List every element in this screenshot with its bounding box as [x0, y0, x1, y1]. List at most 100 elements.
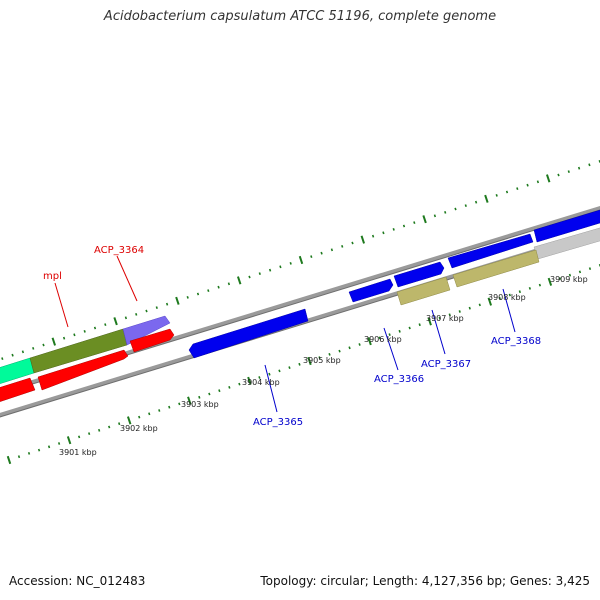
inner-minor-tick [448, 313, 451, 317]
outer-minor-tick [1, 357, 4, 360]
outer-major-tick [236, 276, 242, 285]
gene-blue-outer-3[interactable] [447, 233, 534, 269]
outer-minor-tick [330, 248, 334, 252]
gene-acp-3368[interactable] [452, 249, 540, 288]
outer-minor-tick [62, 336, 66, 340]
inner-major-tick [66, 436, 72, 445]
gene-blue-outer-2[interactable] [393, 261, 445, 288]
inner-minor-tick [238, 382, 241, 386]
outer-minor-tick [145, 309, 148, 313]
inner-minor-tick [278, 369, 281, 373]
inner-minor-tick [158, 409, 161, 412]
tick-label-3906: 3906 kbp [364, 335, 402, 344]
outer-minor-tick [268, 268, 272, 272]
inner-minor-tick [268, 372, 271, 376]
gene-leaders [54, 255, 516, 413]
outer-minor-tick [310, 255, 313, 258]
outer-major-tick [360, 235, 366, 244]
inner-minor-tick [478, 303, 481, 307]
gene-labels: mpl ACP_3364 ACP_3365 ACP_3366 ACP_3367 … [43, 245, 541, 428]
outer-minor-tick [516, 187, 519, 190]
inner-minor-tick [528, 287, 532, 290]
reverse-genes [0, 249, 540, 402]
outer-minor-tick [135, 313, 138, 316]
forward-genes-outer [0, 207, 600, 384]
inner-minor-tick [418, 323, 421, 327]
gene-acp-3364[interactable] [122, 315, 171, 346]
inner-major-tick [427, 317, 432, 326]
outer-minor-tick [320, 251, 323, 255]
tick-label-3909: 3909 kbp [550, 275, 588, 284]
inner-minor-tick [588, 267, 592, 270]
gene-acp-3367[interactable] [396, 276, 451, 306]
inner-major-tick [547, 277, 553, 286]
inner-minor-tick [77, 435, 81, 439]
leader-acp-3364 [116, 255, 138, 302]
gene-label-acp-3364: ACP_3364 [94, 245, 144, 256]
inner-minor-tick [298, 362, 301, 366]
tick-label-3901: 3901 kbp [59, 448, 97, 457]
inner-minor-tick [538, 283, 542, 287]
inner-minor-tick [288, 366, 291, 369]
outer-minor-tick [73, 333, 76, 337]
inner-minor-tick [148, 412, 151, 416]
outer-minor-tick [11, 353, 14, 357]
outer-minor-tick [279, 265, 282, 269]
outer-major-tick [51, 337, 57, 346]
inner-minor-tick [178, 402, 181, 406]
outer-minor-tick [557, 173, 560, 177]
inner-minor-tick [258, 376, 261, 379]
inner-minor-tick [17, 455, 21, 459]
outer-minor-tick [392, 228, 395, 231]
inner-minor-tick [568, 273, 572, 277]
gene-blue-outer-1[interactable] [348, 278, 394, 303]
inner-tick-marks [6, 264, 600, 465]
outer-minor-tick [464, 204, 467, 207]
gene-acp-3365[interactable] [188, 308, 309, 359]
gene-red-2[interactable] [37, 349, 129, 391]
inner-minor-tick [458, 310, 461, 313]
inner-minor-tick [388, 333, 391, 336]
outer-minor-tick [341, 245, 344, 248]
inner-minor-tick [198, 395, 201, 399]
outer-minor-tick [371, 234, 375, 238]
outer-minor-tick [186, 296, 189, 299]
tick-label-3902: 3902 kbp [120, 424, 158, 433]
outer-major-tick [113, 317, 118, 326]
gene-label-mpl: mpl [43, 271, 62, 282]
genome-stats-text: Topology: circular; Length: 4,127,356 bp… [260, 574, 590, 588]
gene-label-acp-3367: ACP_3367 [421, 359, 471, 370]
outer-major-tick [175, 296, 180, 305]
outer-major-tick [545, 174, 551, 183]
inner-minor-tick [358, 343, 361, 346]
inner-minor-tick [228, 386, 231, 389]
gene-red-3[interactable] [129, 328, 175, 353]
gene-red-1[interactable] [0, 377, 36, 402]
inner-minor-tick [27, 452, 31, 455]
inner-minor-tick [218, 389, 221, 393]
outer-minor-tick [196, 292, 200, 296]
inner-minor-tick [578, 270, 582, 274]
outer-minor-tick [536, 180, 540, 184]
gene-label-acp-3368: ACP_3368 [491, 336, 541, 347]
outer-minor-tick [227, 282, 231, 286]
outer-minor-tick [207, 289, 210, 292]
gene-blue-outer-4[interactable] [533, 207, 600, 243]
leader-acp-3366 [383, 327, 399, 371]
outer-minor-tick [289, 262, 292, 265]
inner-minor-tick [208, 392, 211, 396]
tick-label-3904: 3904 kbp [242, 378, 280, 387]
inner-major-tick [6, 455, 12, 465]
inner-major-tick [487, 297, 493, 306]
inner-minor-tick [108, 425, 111, 429]
outer-minor-tick [32, 347, 35, 350]
gene-label-acp-3365: ACP_3365 [253, 417, 303, 428]
outer-minor-tick [433, 214, 437, 218]
outer-minor-tick [495, 194, 498, 197]
outer-minor-tick [474, 200, 478, 204]
inner-major-tick [367, 337, 372, 346]
inner-minor-tick [318, 356, 321, 360]
outer-minor-tick [526, 183, 529, 187]
leader-mpl [54, 282, 69, 328]
